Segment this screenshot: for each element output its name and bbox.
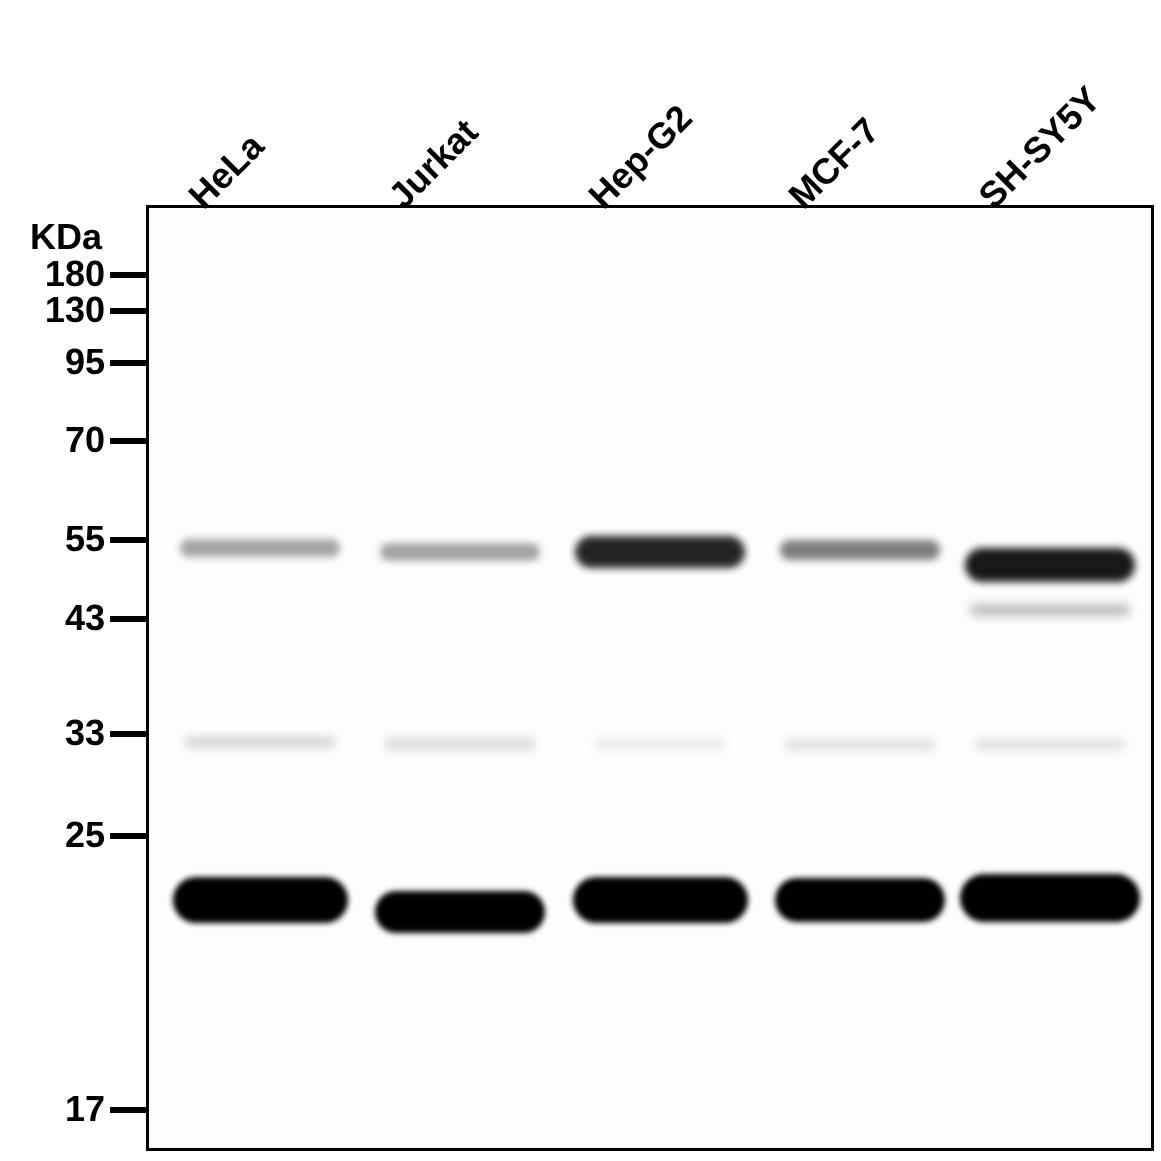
blot-band xyxy=(775,878,945,922)
blot-band xyxy=(185,737,335,747)
marker-label: 17 xyxy=(65,1088,105,1130)
marker-label: 33 xyxy=(65,712,105,754)
lane-label: Jurkat xyxy=(380,111,486,217)
kda-unit-label: KDa xyxy=(30,216,102,258)
marker-tick xyxy=(110,731,146,737)
blot-frame xyxy=(146,205,1154,1151)
blot-band xyxy=(180,539,340,557)
blot-band xyxy=(595,740,725,748)
marker-tick xyxy=(110,360,146,366)
blot-band xyxy=(785,740,935,749)
blot-band xyxy=(173,877,348,923)
marker-label: 25 xyxy=(65,814,105,856)
blot-band xyxy=(573,877,748,923)
marker-tick xyxy=(110,537,146,543)
marker-tick xyxy=(110,438,146,444)
marker-tick xyxy=(110,833,146,839)
marker-label: 43 xyxy=(65,597,105,639)
lane-label: Hep-G2 xyxy=(580,97,700,217)
blot-band xyxy=(575,536,745,568)
blot-band xyxy=(375,891,545,933)
marker-tick xyxy=(110,308,146,314)
marker-tick xyxy=(110,1107,146,1113)
lane-label: HeLa xyxy=(180,125,272,217)
blot-band xyxy=(975,740,1125,749)
marker-label: 55 xyxy=(65,518,105,560)
blot-band xyxy=(960,874,1140,922)
marker-tick xyxy=(110,616,146,622)
lane-label: MCF-7 xyxy=(780,110,887,217)
blot-band xyxy=(970,604,1130,616)
marker-label: 130 xyxy=(45,289,105,331)
blot-band xyxy=(385,739,535,749)
blot-band xyxy=(965,548,1135,582)
lane-label: SH-SY5Y xyxy=(970,78,1109,217)
blot-band xyxy=(780,540,940,560)
western-blot-figure: KDa HeLaJurkatHep-G2MCF-7SH-SY5Y 1801309… xyxy=(0,0,1161,1161)
marker-label: 95 xyxy=(65,341,105,383)
blot-band xyxy=(380,543,540,561)
marker-label: 70 xyxy=(65,419,105,461)
marker-tick xyxy=(110,272,146,278)
